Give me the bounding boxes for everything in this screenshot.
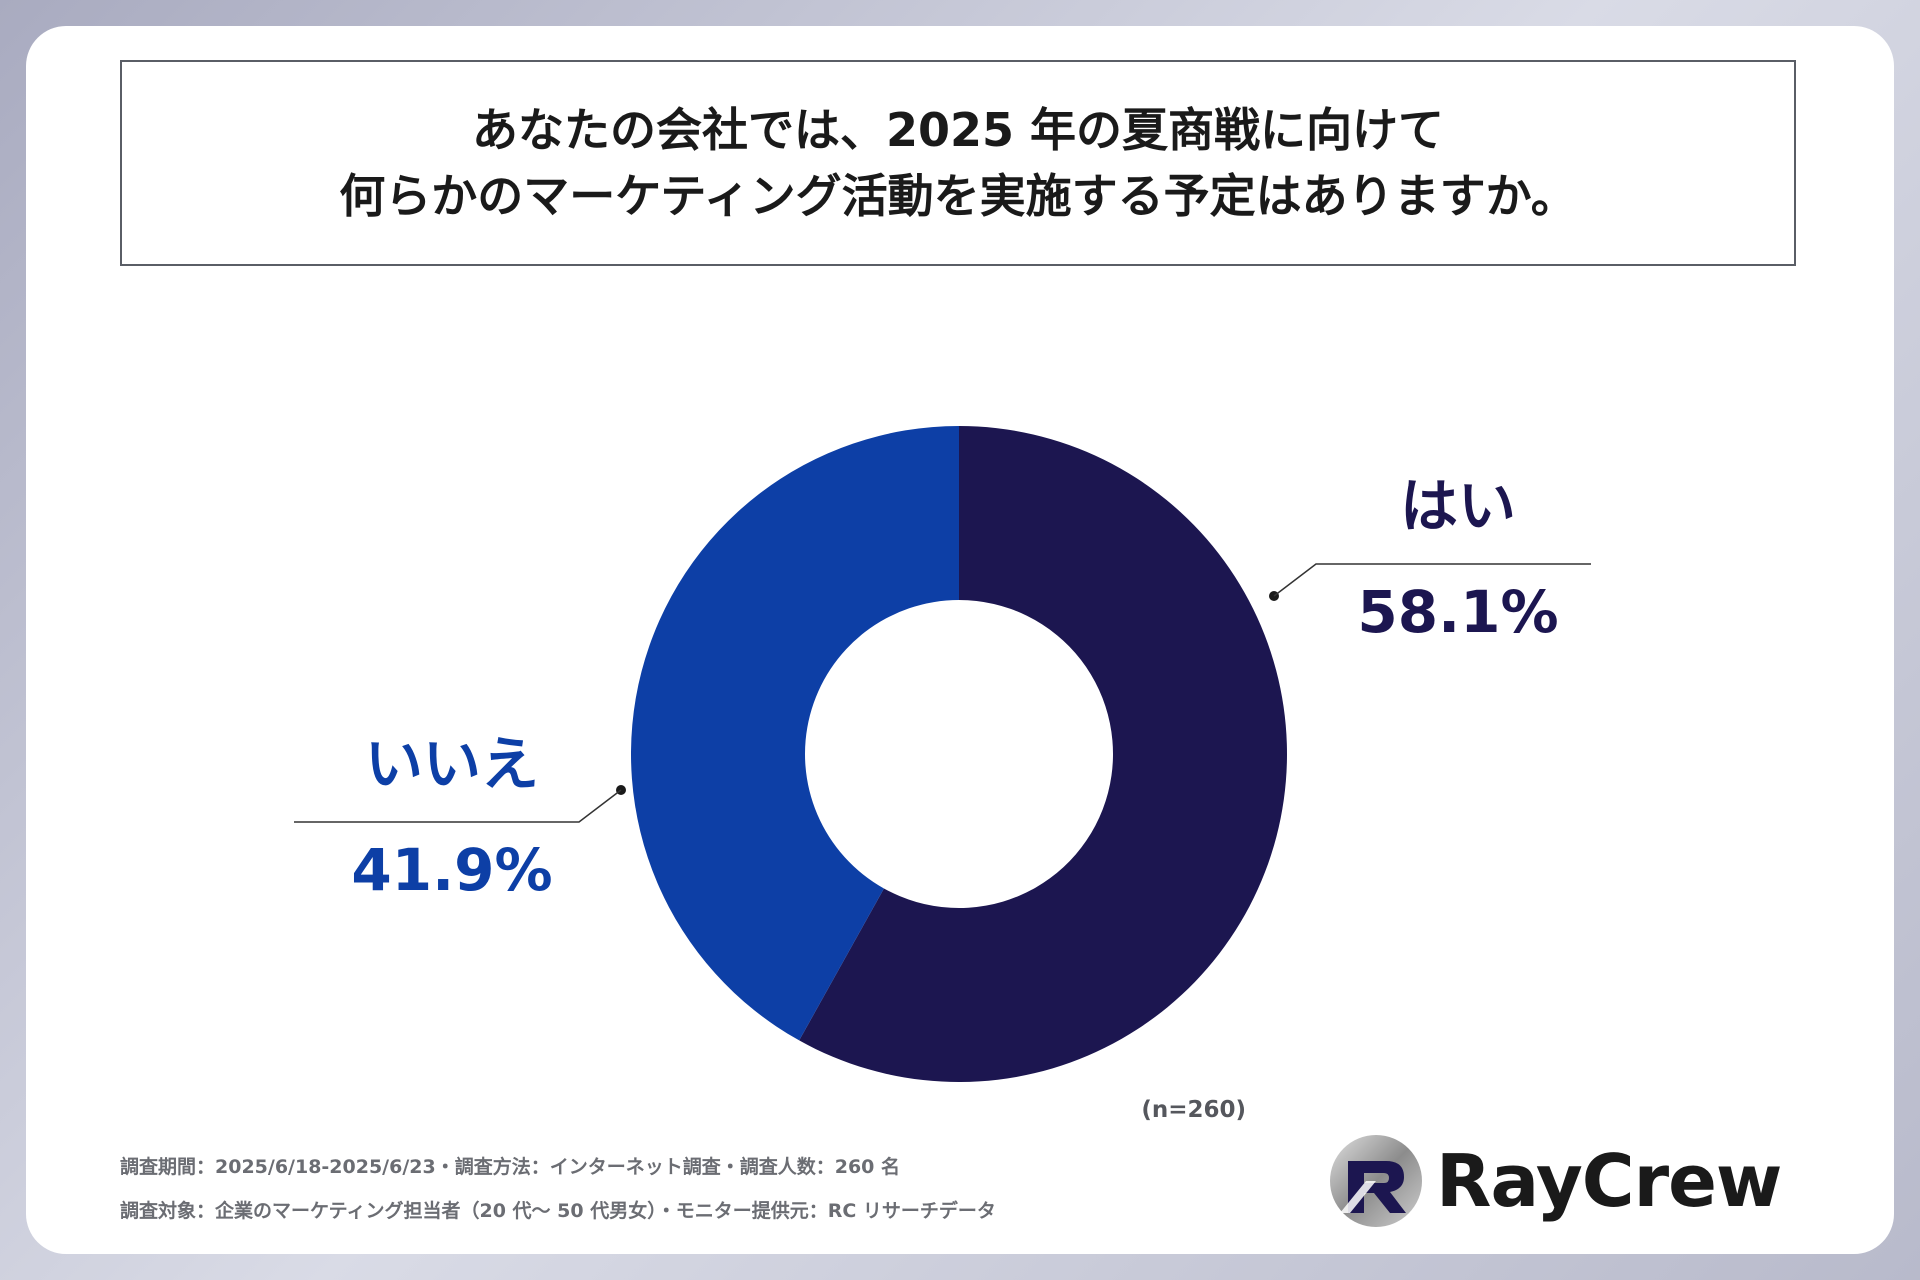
- leader-line-yes: [1273, 563, 1591, 597]
- value-label-no: 41.9%: [351, 836, 552, 904]
- donut-labels: はい 58.1% いいえ 41.9%: [294, 472, 1591, 904]
- raycrew-logo: RayCrew: [1326, 1126, 1806, 1236]
- question-title-line-1: あなたの会社では、2025 年の夏商戦に向けて: [471, 103, 1445, 157]
- donut-slice-yes: [799, 426, 1287, 1082]
- donut-slices: [630, 426, 1287, 1082]
- survey-footnote-period-method: 調査期間：2025/6/18-2025/6/23・調査方法：インターネット調査・…: [120, 1156, 901, 1178]
- question-title-line-2: 何らかのマーケティング活動を実施する予定はありますか。: [339, 169, 1577, 223]
- raycrew-logo-mark-icon: [1330, 1135, 1422, 1227]
- category-label-yes: はい: [1400, 472, 1516, 540]
- sample-size-note: (n=260): [1141, 1097, 1246, 1123]
- question-title-box: あなたの会社では、2025 年の夏商戦に向けて 何らかのマーケティング活動を実施…: [120, 60, 1796, 266]
- leader-line-no: [294, 789, 622, 823]
- category-label-no: いいえ: [365, 730, 539, 798]
- donut-slice-no: [630, 426, 959, 1041]
- raycrew-logo-text: RayCrew: [1436, 1139, 1782, 1223]
- donut-chart: はい 58.1% いいえ 41.9% (n=260): [294, 426, 1591, 1123]
- survey-footnote-target-source: 調査対象：企業のマーケティング担当者（20 代～ 50 代男女）・モニター提供元…: [120, 1200, 996, 1222]
- value-label-yes: 58.1%: [1357, 578, 1558, 646]
- infographic-card: あなたの会社では、2025 年の夏商戦に向けて 何らかのマーケティング活動を実施…: [26, 26, 1894, 1254]
